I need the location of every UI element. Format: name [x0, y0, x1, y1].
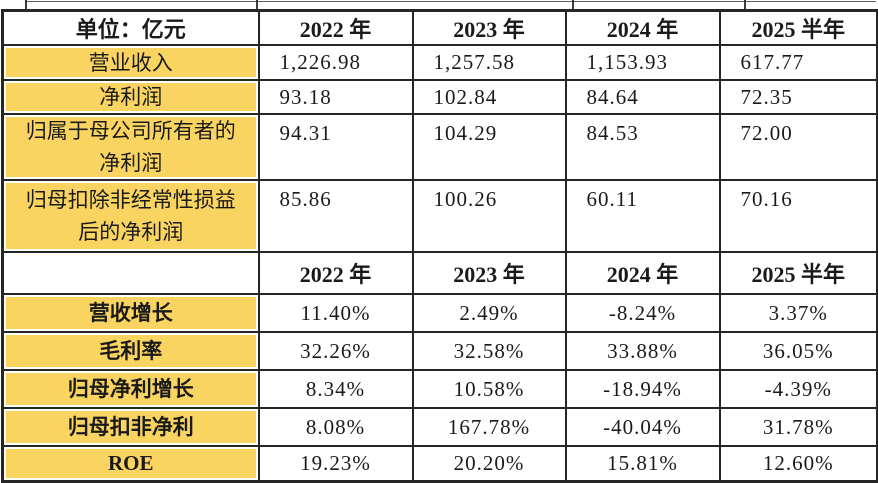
- value-cell: 2.49%: [411, 293, 567, 333]
- value-cell: -4.39%: [718, 369, 878, 409]
- table-header-row-ratios: 2022 年 2023 年 2024 年 2025 半年: [1, 251, 878, 295]
- value-cell: 33.88%: [564, 331, 721, 371]
- value-cell: 84.64: [564, 79, 721, 115]
- value-cell: 60.11: [564, 179, 721, 253]
- column-header-2022: 2022 年: [257, 9, 414, 46]
- financial-table: 单位：亿元 2022 年 2023 年 2024 年 2025 半年 营业收入 …: [1, 9, 878, 483]
- value-cell: 31.78%: [718, 407, 878, 447]
- table-row-deducted-net-profit: 归母扣除非经常性损益后的净利润 85.86 100.26 60.11 70.16: [1, 179, 878, 253]
- value-cell: 8.34%: [257, 369, 414, 409]
- value-cell: 1,257.58: [411, 44, 567, 81]
- value-cell: 36.05%: [718, 331, 878, 371]
- table-row-revenue: 营业收入 1,226.98 1,257.58 1,153.93 617.77: [1, 44, 878, 81]
- cropped-row-remnant-tick: [744, 0, 746, 10]
- value-cell: 32.58%: [411, 331, 567, 371]
- row-label-cell: 营业收入: [1, 44, 260, 81]
- cropped-row-remnant-line: [25, 1, 876, 2]
- table-row-revenue-growth: 营收增长 11.40% 2.49% -8.24% 3.37%: [1, 293, 878, 333]
- table-row-roe: ROE 19.23% 20.20% 15.81% 12.60%: [1, 445, 878, 482]
- value-cell: 102.84: [411, 79, 567, 115]
- table-row-net-profit: 净利润 93.18 102.84 84.64 72.35: [1, 79, 878, 115]
- value-cell: 94.31: [257, 113, 414, 181]
- value-cell: 70.16: [718, 179, 878, 253]
- value-cell: 72.00: [718, 113, 878, 181]
- column-header-2022: 2022 年: [257, 251, 414, 295]
- value-cell: 32.26%: [257, 331, 414, 371]
- value-cell: 167.78%: [411, 407, 567, 447]
- value-cell: 3.37%: [718, 293, 878, 333]
- table-row-parent-net-profit: 归属于母公司所有者的净利润 94.31 104.29 84.53 72.00: [1, 113, 878, 181]
- value-cell: 104.29: [411, 113, 567, 181]
- cropped-row-remnant-tick: [256, 0, 258, 10]
- cropped-row-remnant-tick: [572, 0, 574, 10]
- value-cell: 12.60%: [718, 445, 878, 482]
- value-cell: 15.81%: [564, 445, 721, 482]
- table-header-row-absolute: 单位：亿元 2022 年 2023 年 2024 年 2025 半年: [1, 9, 878, 46]
- row-label-cell: 归属于母公司所有者的净利润: [1, 113, 260, 181]
- value-cell: 1,153.93: [564, 44, 721, 81]
- value-cell: 93.18: [257, 79, 414, 115]
- value-cell: 84.53: [564, 113, 721, 181]
- row-label-cell: 归母扣除非经常性损益后的净利润: [1, 179, 260, 253]
- row-label-cell: 归母扣非净利: [1, 407, 260, 447]
- value-cell: 19.23%: [257, 445, 414, 482]
- row-label-cell: 净利润: [1, 79, 260, 115]
- table-row-deducted-profit-growth: 归母扣非净利 8.08% 167.78% -40.04% 31.78%: [1, 407, 878, 447]
- row-label-cell: ROE: [1, 445, 260, 482]
- column-header-2023: 2023 年: [411, 251, 567, 295]
- value-cell: 617.77: [718, 44, 878, 81]
- column-header-2024: 2024 年: [564, 9, 721, 46]
- value-cell: 72.35: [718, 79, 878, 115]
- value-cell: -8.24%: [564, 293, 721, 333]
- value-cell: 11.40%: [257, 293, 414, 333]
- column-header-2023: 2023 年: [411, 9, 567, 46]
- value-cell: 8.08%: [257, 407, 414, 447]
- value-cell: 1,226.98: [257, 44, 414, 81]
- column-header-2025h1: 2025 半年: [718, 9, 878, 46]
- column-header-2024: 2024 年: [564, 251, 721, 295]
- row-label-cell: 营收增长: [1, 293, 260, 333]
- row-label-cell: 归母净利增长: [1, 369, 260, 409]
- column-header-2025h1: 2025 半年: [718, 251, 878, 295]
- value-cell: -18.94%: [564, 369, 721, 409]
- row-label-cell: 毛利率: [1, 331, 260, 371]
- table-row-gross-margin: 毛利率 32.26% 32.58% 33.88% 36.05%: [1, 331, 878, 371]
- value-cell: -40.04%: [564, 407, 721, 447]
- value-cell: 10.58%: [411, 369, 567, 409]
- value-cell: 20.20%: [411, 445, 567, 482]
- value-cell: 85.86: [257, 179, 414, 253]
- cropped-row-remnant-tick: [25, 0, 27, 10]
- value-cell: 100.26: [411, 179, 567, 253]
- empty-header-cell: [1, 251, 260, 295]
- table-row-parent-profit-growth: 归母净利增长 8.34% 10.58% -18.94% -4.39%: [1, 369, 878, 409]
- unit-label-cell: 单位：亿元: [1, 9, 260, 46]
